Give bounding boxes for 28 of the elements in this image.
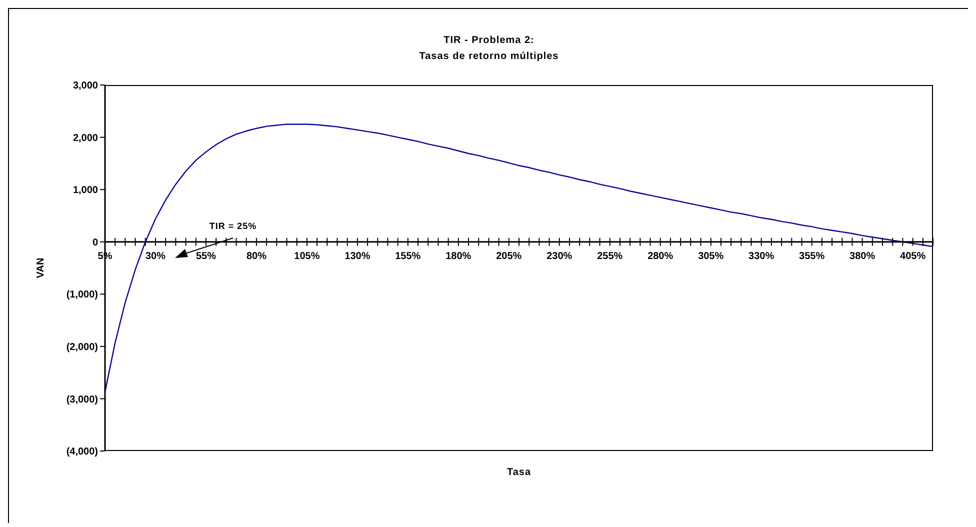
x-tick-label: 55% xyxy=(196,250,216,262)
y-tick-label: 2,000 xyxy=(72,132,98,144)
x-tick-label: 80% xyxy=(246,250,267,262)
x-tick-label: 230% xyxy=(546,250,572,262)
y-tick-label: (3,000) xyxy=(66,394,98,406)
x-tick-label: 205% xyxy=(496,250,522,262)
y-tick-label: (2,000) xyxy=(66,342,98,353)
y-axis-title: VAN xyxy=(36,258,46,278)
x-tick-label: 280% xyxy=(648,250,674,262)
x-tick-label: 105% xyxy=(294,250,320,262)
y-tick-label: 0 xyxy=(92,237,98,248)
y-tick-label: 1,000 xyxy=(72,185,98,196)
y-tick-label: 3,000 xyxy=(72,80,98,92)
y-tick-label: (4,000) xyxy=(66,446,98,458)
x-tick-label: 180% xyxy=(446,250,472,262)
x-tick-label: 330% xyxy=(748,250,774,262)
x-tick-label: 30% xyxy=(145,250,166,262)
x-tick-label: 305% xyxy=(698,250,724,262)
chart-title: TIR - Problema 2: Tasas de retorno múltiples xyxy=(418,34,560,64)
x-tick-label: 155% xyxy=(395,250,421,262)
y-tick-label: (1,000) xyxy=(66,290,98,301)
x-tick-label: 405% xyxy=(900,250,926,262)
x-tick-label: 130% xyxy=(344,250,370,262)
x-axis-title: Tasa xyxy=(506,467,532,478)
x-tick-label: 380% xyxy=(850,250,876,262)
x-tick-label: 255% xyxy=(597,250,623,262)
annotation: TIR = 25% xyxy=(209,221,257,231)
x-tick-label: 355% xyxy=(799,250,825,262)
